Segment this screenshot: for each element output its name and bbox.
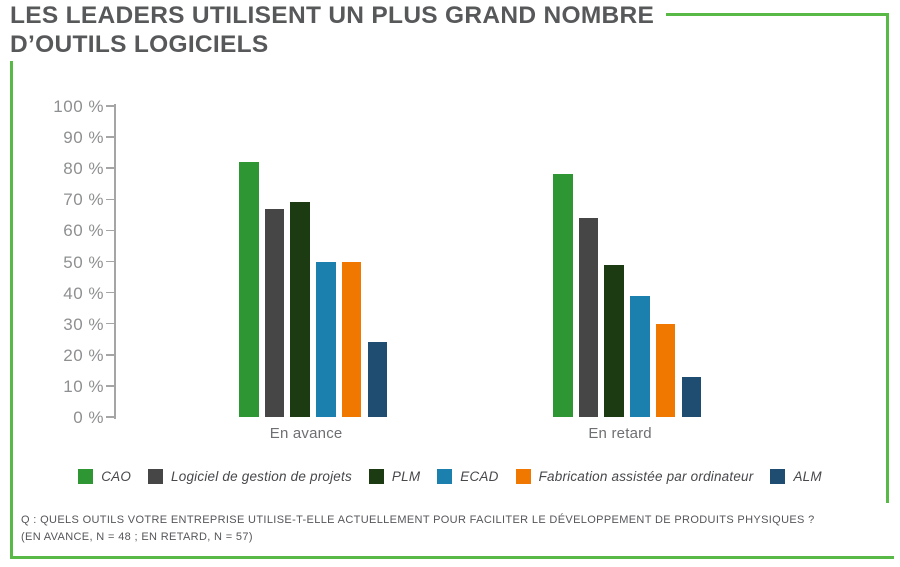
chart-legend: CAO Logiciel de gestion de projets PLM ECAD… — [0, 469, 900, 484]
legend-label-fabrication-assistee-par-ordinateur: Fabrication assistée par ordinateur — [538, 469, 754, 484]
legend-item-fabrication-assistee-par-ordinateur: Fabrication assistée par ordinateur — [515, 469, 754, 484]
legend-item-ecad: ECAD — [437, 469, 498, 484]
survey-question-line2: (EN AVANCE, N = 48 ; EN RETARD, N = 57) — [21, 530, 253, 543]
bar-en-avance-fabrication-assistee-par-ordinateur — [341, 261, 362, 417]
y-axis-tick — [106, 385, 115, 387]
legend-item-logiciel-de-gestion-de-projets: Logiciel de gestion de projets — [148, 469, 352, 484]
y-axis-tick — [106, 198, 115, 201]
legend-swatch-fabrication-assistee-par-ordinateur — [515, 469, 531, 484]
bar-en-retard-plm — [604, 264, 624, 417]
accent-line-top — [666, 13, 889, 16]
accent-line-right — [886, 13, 889, 503]
bar-en-avance-alm — [367, 342, 387, 417]
y-axis-tick — [106, 354, 115, 356]
y-axis-tick — [106, 291, 115, 294]
y-axis-tick — [106, 167, 115, 169]
legend-label-plm: PLM — [391, 469, 421, 484]
y-axis-tick — [106, 229, 115, 232]
y-axis-tick-label: 80 % — [63, 159, 104, 179]
category-label-en-avance: En avance — [269, 425, 343, 442]
y-axis-tick — [106, 322, 115, 325]
y-axis-tick-label: 0 % — [73, 408, 104, 427]
legend-label-ecad: ECAD — [460, 469, 499, 484]
legend-swatch-logiciel-de-gestion-de-projets — [148, 469, 164, 484]
legend-swatch-alm — [770, 469, 786, 484]
legend-label-cao: CAO — [101, 469, 132, 484]
y-axis-tick-label: 60 % — [63, 221, 104, 241]
y-axis-tick-label: 50 % — [63, 252, 104, 272]
y-axis-tick-label: 90 % — [63, 128, 104, 148]
legend-label-logiciel-de-gestion-de-projets: Logiciel de gestion de projets — [171, 469, 352, 484]
bar-en-avance-cao — [239, 161, 259, 417]
page-title: LES LEADERS UTILISENT UN PLUS GRAND NOMB… — [10, 2, 654, 59]
survey-question: Q : QUELS OUTILS VOTRE ENTREPRISE UTILIS… — [21, 512, 870, 545]
accent-line-bottom — [10, 556, 894, 559]
y-axis-tick-label: 10 % — [63, 376, 104, 396]
bar-en-retard-alm — [681, 376, 701, 417]
bar-en-avance-logiciel-de-gestion-de-projets — [264, 208, 285, 417]
y-axis-tick-label: 100 % — [53, 97, 104, 116]
page-title-line2: D’OUTILS LOGICIELS — [10, 30, 269, 58]
bar-en-retard-cao — [553, 174, 573, 417]
bar-en-retard-logiciel-de-gestion-de-projets — [578, 217, 599, 417]
legend-swatch-cao — [78, 469, 94, 484]
bar-en-retard-ecad — [630, 295, 650, 417]
bar-en-avance-ecad — [316, 261, 336, 417]
legend-item-plm: PLM — [368, 469, 421, 484]
legend-swatch-ecad — [437, 469, 453, 484]
bar-en-retard-fabrication-assistee-par-ordinateur — [655, 323, 676, 417]
y-axis-tick-label: 40 % — [63, 283, 104, 303]
y-axis-tick-label: 70 % — [63, 190, 104, 210]
bar-en-avance-plm — [290, 202, 310, 417]
legend-label-alm: ALM — [793, 469, 822, 484]
legend-item-alm: ALM — [770, 469, 822, 484]
accent-line-left — [10, 61, 13, 557]
y-axis-tick — [106, 105, 115, 107]
category-label-en-retard: En retard — [588, 425, 652, 442]
y-axis-tick-label: 20 % — [63, 345, 104, 365]
legend-swatch-plm — [368, 469, 384, 484]
page-title-line1: LES LEADERS UTILISENT UN PLUS GRAND NOMB… — [10, 2, 655, 29]
y-axis-tick — [106, 416, 115, 418]
y-axis-tick — [106, 136, 115, 138]
legend-item-cao: CAO — [78, 469, 131, 484]
y-axis-tick — [106, 260, 115, 263]
survey-question-line1: Q : QUELS OUTILS VOTRE ENTREPRISE UTILIS… — [21, 514, 815, 526]
y-axis-tick-label: 30 % — [63, 314, 104, 334]
